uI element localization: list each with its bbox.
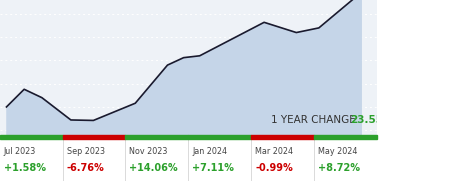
Bar: [314, 135, 377, 139]
Bar: [0, 135, 63, 139]
Text: Jan 2024: Jan 2024: [192, 147, 227, 156]
Text: $12,454: $12,454: [0, 180, 1, 181]
Text: 1 YEAR CHANGE: 1 YEAR CHANGE: [271, 115, 363, 125]
Text: May 2024: May 2024: [318, 147, 357, 156]
Text: Nov 2023: Nov 2023: [129, 147, 168, 156]
Bar: [126, 135, 189, 139]
Text: Jul 2023: Jul 2023: [4, 147, 36, 156]
Text: -0.99%: -0.99%: [255, 163, 293, 173]
Bar: [189, 135, 251, 139]
Text: +7.11%: +7.11%: [192, 163, 234, 173]
Text: 23.55%: 23.55%: [350, 115, 394, 125]
Text: +1.58%: +1.58%: [4, 163, 46, 173]
Bar: [251, 135, 314, 139]
Bar: [63, 135, 126, 139]
Text: -6.76%: -6.76%: [66, 163, 104, 173]
Text: Mar 2024: Mar 2024: [255, 147, 293, 156]
Text: Sep 2023: Sep 2023: [66, 147, 105, 156]
Text: +8.72%: +8.72%: [318, 163, 360, 173]
Text: +14.06%: +14.06%: [129, 163, 178, 173]
